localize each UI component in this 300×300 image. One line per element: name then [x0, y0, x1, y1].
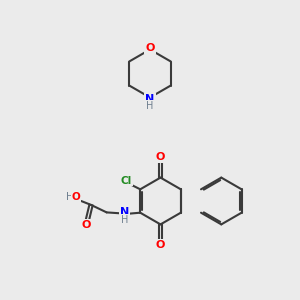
Text: O: O [156, 152, 165, 163]
Text: O: O [145, 43, 155, 53]
Text: H: H [66, 192, 74, 202]
Text: Cl: Cl [121, 176, 132, 186]
Text: H: H [146, 100, 154, 111]
Text: O: O [82, 220, 91, 230]
Text: H: H [121, 215, 128, 225]
Text: O: O [156, 239, 165, 250]
Text: O: O [71, 192, 80, 202]
Text: N: N [146, 94, 154, 104]
Text: N: N [120, 207, 129, 218]
